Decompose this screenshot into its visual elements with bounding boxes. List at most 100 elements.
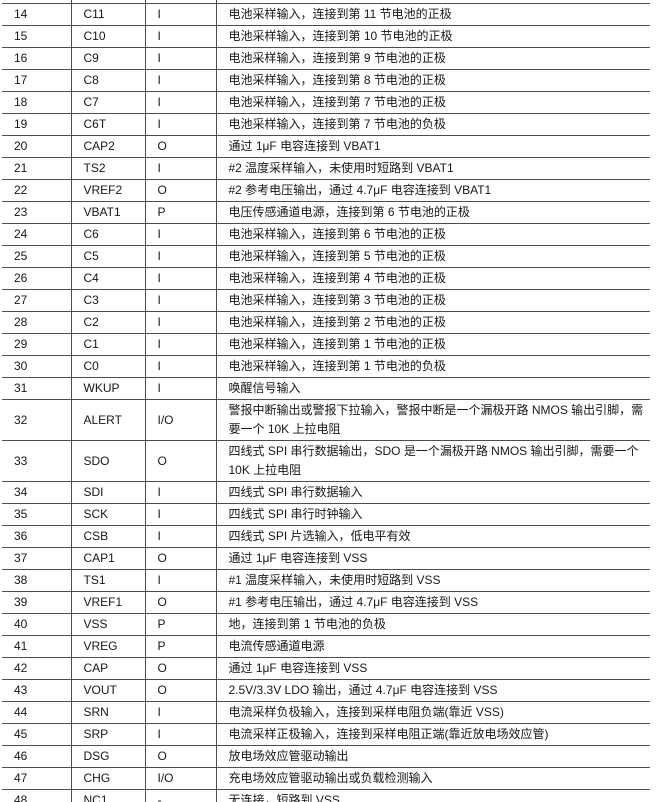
table-row: 35 SCK I 四线式 SPI 串行时钟输入 <box>2 503 650 526</box>
pin-desc-cell: 电池采样输入，连接到第 7 节电池的正极 <box>215 91 650 114</box>
table-row: 46 DSG O 放电场效应管驱动输出 <box>2 745 650 768</box>
pin-io-cell: I <box>144 701 217 724</box>
table-row: 30 C0 I 电池采样输入，连接到第 1 节电池的负极 <box>2 355 650 378</box>
pin-name-cell: TS2 <box>70 157 146 180</box>
pin-number-cell: 47 <box>2 767 72 790</box>
table-row: 38 TS1 I #1 温度采样输入，未使用时短路到 VSS <box>2 569 650 592</box>
pin-name-cell: C0 <box>70 355 146 378</box>
pin-number-cell: 31 <box>2 377 72 400</box>
pin-desc-cell: 电池采样输入，连接到第 4 节电池的正极 <box>215 267 650 290</box>
pin-io-cell: I <box>144 333 217 356</box>
pin-name-cell: C3 <box>70 289 146 312</box>
pin-io-cell: I/O <box>144 399 217 441</box>
pin-io-cell: I <box>144 267 217 290</box>
pin-desc-cell: 四线式 SPI 串行时钟输入 <box>215 503 650 526</box>
pin-name-cell: CAP1 <box>70 547 146 570</box>
table-row: 21 TS2 I #2 温度采样输入，未使用时短路到 VBAT1 <box>2 157 650 180</box>
table-row: 40 VSS P 地，连接到第 1 节电池的负极 <box>2 613 650 636</box>
pin-name-cell: VREF2 <box>70 179 146 202</box>
pin-desc-cell: 通过 1μF 电容连接到 VSS <box>215 547 650 570</box>
pin-desc-cell: 通过 1μF 电容连接到 VSS <box>215 657 650 680</box>
table-row: 44 SRN I 电流采样负极输入，连接到采样电阻负端(靠近 VSS) <box>2 701 650 724</box>
table-row: 18 C7 I 电池采样输入，连接到第 7 节电池的正极 <box>2 91 650 114</box>
pin-io-cell: I <box>144 223 217 246</box>
pin-number-cell: 20 <box>2 135 72 158</box>
pin-desc-cell: 电池采样输入，连接到第 3 节电池的正极 <box>215 289 650 312</box>
pin-desc-cell: 警报中断输出或警报下拉输入，警报中断是一个漏极开路 NMOS 输出引脚，需要一个… <box>215 399 650 441</box>
table-row: 23 VBAT1 P 电压传感通道电源，连接到第 6 节电池的正极 <box>2 201 650 224</box>
pin-desc-cell: 四线式 SPI 串行数据输出，SDO 是一个漏极开路 NMOS 输出引脚，需要一… <box>215 440 650 482</box>
pin-name-cell: C8 <box>70 69 146 92</box>
table-row: 27 C3 I 电池采样输入，连接到第 3 节电池的正极 <box>2 289 650 312</box>
pin-number-cell: 39 <box>2 591 72 614</box>
pin-io-cell: I <box>144 377 217 400</box>
pin-number-cell: 24 <box>2 223 72 246</box>
pin-io-cell: I <box>144 245 217 268</box>
pin-number-cell: 44 <box>2 701 72 724</box>
pin-name-cell: C11 <box>70 3 146 26</box>
pin-desc-cell: #1 参考电压输出，通过 4.7μF 电容连接到 VSS <box>215 591 650 614</box>
table-row: 15 C10 I 电池采样输入，连接到第 10 节电池的正极 <box>2 25 650 48</box>
pin-desc-cell: 电池采样输入，连接到第 2 节电池的正极 <box>215 311 650 334</box>
pin-io-cell: O <box>144 745 217 768</box>
pin-io-cell: I <box>144 569 217 592</box>
table-row: 42 CAP O 通过 1μF 电容连接到 VSS <box>2 657 650 680</box>
pin-desc-cell: 电池采样输入，连接到第 1 节电池的正极 <box>215 333 650 356</box>
pin-number-cell: 16 <box>2 47 72 70</box>
pin-number-cell: 29 <box>2 333 72 356</box>
pin-io-cell: I <box>144 3 217 26</box>
pin-desc-cell: 电池采样输入，连接到第 6 节电池的正极 <box>215 223 650 246</box>
table-row: 45 SRP I 电流采样正极输入，连接到采样电阻正端(靠近放电场效应管) <box>2 723 650 746</box>
table-row: 31 WKUP I 唤醒信号输入 <box>2 377 650 400</box>
table-row: 37 CAP1 O 通过 1μF 电容连接到 VSS <box>2 547 650 570</box>
pin-io-cell: P <box>144 201 217 224</box>
pin-desc-cell: 地，连接到第 1 节电池的负极 <box>215 613 650 636</box>
table-row: 25 C5 I 电池采样输入，连接到第 5 节电池的正极 <box>2 245 650 268</box>
table-row: 16 C9 I 电池采样输入，连接到第 9 节电池的正极 <box>2 47 650 70</box>
pin-number-cell: 27 <box>2 289 72 312</box>
pin-io-cell: O <box>144 547 217 570</box>
pin-desc-cell: 2.5V/3.3V LDO 输出，通过 4.7μF 电容连接到 VSS <box>215 679 650 702</box>
pin-desc-cell: #2 参考电压输出，通过 4.7μF 电容连接到 VBAT1 <box>215 179 650 202</box>
pin-number-cell: 15 <box>2 25 72 48</box>
pin-name-cell: SDI <box>70 481 146 504</box>
pin-io-cell: O <box>144 657 217 680</box>
pin-io-cell: O <box>144 440 217 482</box>
table-row: 41 VREG P 电流传感通道电源 <box>2 635 650 658</box>
pin-name-cell: VSS <box>70 613 146 636</box>
pin-name-cell: SRN <box>70 701 146 724</box>
pin-desc-cell: 电池采样输入，连接到第 1 节电池的负极 <box>215 355 650 378</box>
pin-io-cell: O <box>144 591 217 614</box>
table-row: 29 C1 I 电池采样输入，连接到第 1 节电池的正极 <box>2 333 650 356</box>
pin-number-cell: 48 <box>2 789 72 802</box>
pin-number-cell: 17 <box>2 69 72 92</box>
pin-name-cell: C10 <box>70 25 146 48</box>
pin-name-cell: VREG <box>70 635 146 658</box>
pin-number-cell: 43 <box>2 679 72 702</box>
table-row: 14 C11 I 电池采样输入，连接到第 11 节电池的正极 <box>2 3 650 26</box>
pin-desc-cell: 放电场效应管驱动输出 <box>215 745 650 768</box>
pin-io-cell: I <box>144 69 217 92</box>
pin-number-cell: 23 <box>2 201 72 224</box>
pin-number-cell: 41 <box>2 635 72 658</box>
pin-number-cell: 36 <box>2 525 72 548</box>
table-row: 20 CAP2 O 通过 1μF 电容连接到 VBAT1 <box>2 135 650 158</box>
table-row: 24 C6 I 电池采样输入，连接到第 6 节电池的正极 <box>2 223 650 246</box>
table-row: 28 C2 I 电池采样输入，连接到第 2 节电池的正极 <box>2 311 650 334</box>
pin-name-cell: VOUT <box>70 679 146 702</box>
pin-io-cell: I <box>144 525 217 548</box>
pin-number-cell: 26 <box>2 267 72 290</box>
pin-name-cell: VREF1 <box>70 591 146 614</box>
pin-name-cell: C5 <box>70 245 146 268</box>
pin-desc-cell: 四线式 SPI 片选输入，低电平有效 <box>215 525 650 548</box>
pin-desc-cell: 四线式 SPI 串行数据输入 <box>215 481 650 504</box>
pin-desc-cell: 电池采样输入，连接到第 10 节电池的正极 <box>215 25 650 48</box>
table-row: 26 C4 I 电池采样输入，连接到第 4 节电池的正极 <box>2 267 650 290</box>
pin-io-cell: I/O <box>144 767 217 790</box>
table-row: 34 SDI I 四线式 SPI 串行数据输入 <box>2 481 650 504</box>
table-row: 32 ALERT I/O 警报中断输出或警报下拉输入，警报中断是一个漏极开路 N… <box>2 399 650 441</box>
pin-io-cell: I <box>144 355 217 378</box>
pin-name-cell: C4 <box>70 267 146 290</box>
